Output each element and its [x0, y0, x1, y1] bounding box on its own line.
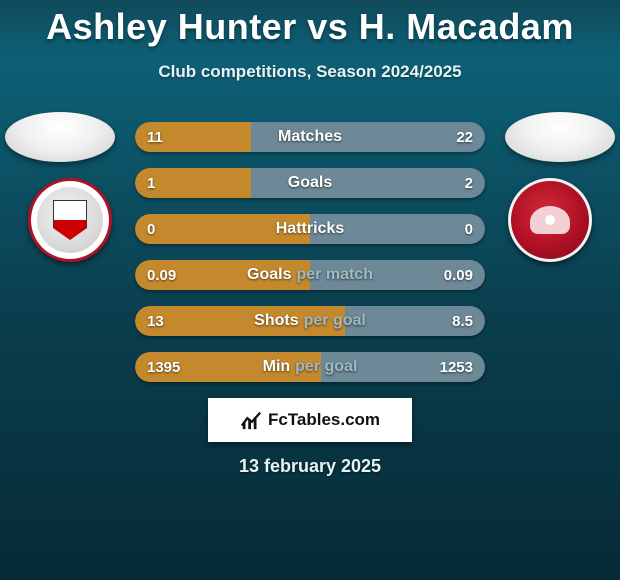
stat-label: Goals [135, 168, 485, 198]
stat-row: 12Goals [135, 168, 485, 198]
club-crest-right [508, 178, 592, 262]
stat-row: 00Hattricks [135, 214, 485, 244]
attribution-badge: FcTables.com [208, 398, 412, 442]
player-photo-left [5, 112, 115, 162]
page-title: Ashley Hunter vs H. Macadam [0, 0, 620, 48]
stat-label: Hattricks [135, 214, 485, 244]
club-crest-left [28, 178, 112, 262]
shrimp-icon [530, 206, 570, 234]
stat-row: 0.090.09Goalsper match [135, 260, 485, 290]
shield-icon [53, 200, 87, 240]
stat-label: Matches [135, 122, 485, 152]
stat-label: Minper goal [135, 352, 485, 382]
date-label: 13 february 2025 [0, 456, 620, 477]
stats-table: 1122Matches 12Goals 00Hattricks 0.090.09Goa… [135, 122, 485, 398]
stat-row: 138.5Shotsper goal [135, 306, 485, 336]
chart-icon [240, 409, 262, 431]
attribution-text: FcTables.com [268, 410, 380, 430]
stat-row: 1122Matches [135, 122, 485, 152]
stat-row: 13951253Minper goal [135, 352, 485, 382]
player-photo-right [505, 112, 615, 162]
stat-label: Shotsper goal [135, 306, 485, 336]
subtitle: Club competitions, Season 2024/2025 [0, 62, 620, 82]
stat-label: Goalsper match [135, 260, 485, 290]
